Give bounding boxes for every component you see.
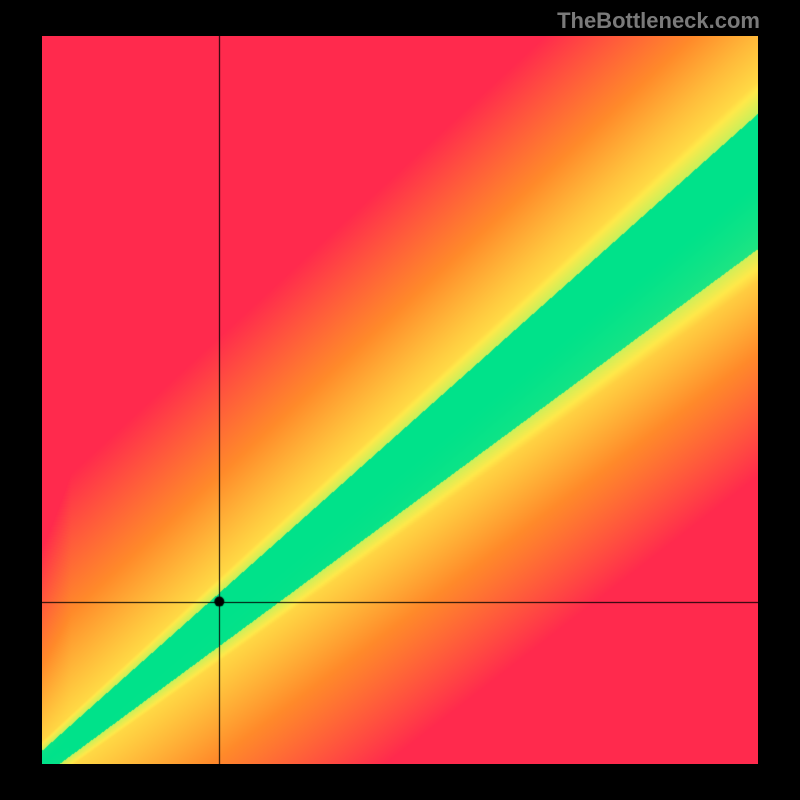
watermark-text: TheBottleneck.com <box>557 8 760 34</box>
bottleneck-heatmap <box>42 36 758 764</box>
